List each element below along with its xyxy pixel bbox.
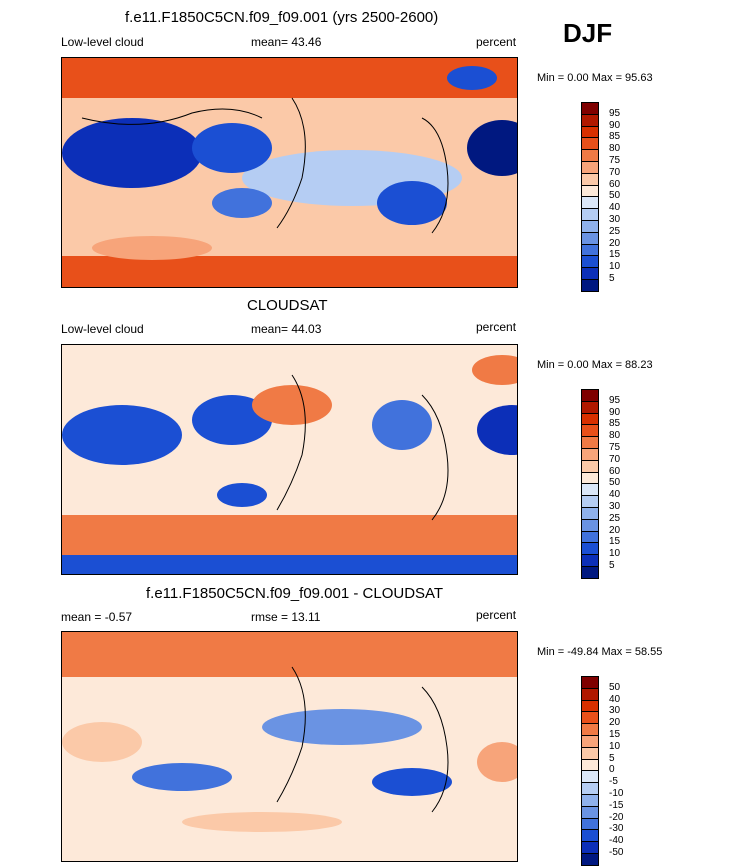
colorbar-label: 85 <box>609 131 621 143</box>
colorbar-label: 50 <box>609 190 621 202</box>
colorbar-label: 20 <box>609 717 621 729</box>
panel-2-mean-label: mean= 44.03 <box>251 322 322 336</box>
colorbar-label: 75 <box>609 155 621 166</box>
colorbar-label: 5 <box>609 273 615 284</box>
colorbar-label: 10 <box>609 740 621 752</box>
panel-3-title: f.e11.F1850C5CN.f09_f09.001 - CLOUDSAT <box>146 585 444 602</box>
colorbar-label: 50 <box>609 681 621 693</box>
panel-2-map-field <box>62 345 517 574</box>
colorbar-label: 10 <box>609 261 621 273</box>
colorbar-label: 15 <box>609 729 621 740</box>
panel-2-title: CLOUDSAT <box>247 297 328 314</box>
panel-1-title: f.e11.F1850C5CN.f09_f09.001 (yrs 2500-26… <box>125 9 439 26</box>
colorbar-swatch <box>581 279 599 292</box>
panel-3-minmax: Min = -49.84 Max = 58.55 <box>537 646 663 658</box>
colorbar-swatch <box>581 853 599 866</box>
panel-3-mean-label: mean = -0.57 <box>61 610 133 624</box>
panel-3-map <box>61 631 518 862</box>
panel-2-units-label: percent <box>476 320 517 334</box>
panel-2-variable-label: Low-level cloud <box>61 322 144 336</box>
colorbar-label: 80 <box>609 143 621 155</box>
colorbar-label: 20 <box>609 237 621 249</box>
panel-2-map <box>61 344 518 575</box>
colorbar-label: 95 <box>609 394 621 406</box>
colorbar-label: 0 <box>609 764 615 776</box>
season-label: DJF <box>563 18 613 48</box>
colorbar-label: 40 <box>609 489 621 501</box>
colorbar-label: 25 <box>609 512 621 524</box>
colorbar-label: 90 <box>609 119 621 131</box>
panel-2-minmax: Min = 0.00 Max = 88.23 <box>537 359 653 371</box>
colorbar-label: -10 <box>609 788 624 799</box>
panel-1-map <box>61 57 518 288</box>
panel-1-units-label: percent <box>476 35 517 49</box>
panel-1-map-field <box>62 58 517 287</box>
colorbar-label: 10 <box>609 548 621 560</box>
panel-1-variable-label: Low-level cloud <box>61 35 144 49</box>
colorbar-label: -20 <box>609 811 624 823</box>
panel-3-units-label: percent <box>476 608 517 622</box>
colorbar-label: 80 <box>609 430 621 442</box>
colorbar-label: 5 <box>609 560 615 571</box>
colorbar-label: 40 <box>609 693 621 705</box>
colorbar-label: -15 <box>609 799 624 811</box>
colorbar-label: 25 <box>609 225 621 237</box>
colorbar-label: 40 <box>609 202 621 214</box>
colorbar-label: -50 <box>609 847 624 858</box>
colorbar-label: 70 <box>609 453 621 465</box>
colorbar-label: 15 <box>609 536 621 548</box>
colorbar-label: 85 <box>609 418 621 430</box>
colorbar-label: 15 <box>609 249 621 261</box>
panel-3-rmse-label: rmse = 13.11 <box>251 610 321 624</box>
colorbar-label: -5 <box>609 776 618 788</box>
colorbar-swatch <box>581 566 599 579</box>
colorbar-label: 20 <box>609 524 621 536</box>
colorbar-label: 60 <box>609 178 621 190</box>
colorbar-label: 30 <box>609 705 621 717</box>
panel-1-mean-label: mean= 43.46 <box>251 35 322 49</box>
colorbar-label: 5 <box>609 752 615 764</box>
colorbar-label: 50 <box>609 477 621 489</box>
colorbar-label: 60 <box>609 465 621 477</box>
panel-1-minmax: Min = 0.00 Max = 95.63 <box>537 72 653 84</box>
colorbar-label: 30 <box>609 501 621 512</box>
colorbar-label: 70 <box>609 166 621 178</box>
colorbar-label: -40 <box>609 835 624 847</box>
colorbar-label: 90 <box>609 406 621 418</box>
colorbar-label: 75 <box>609 442 621 453</box>
colorbar-label: 30 <box>609 214 621 225</box>
colorbar-label: -30 <box>609 823 624 835</box>
colorbar-label: 95 <box>609 107 621 119</box>
panel-3-map-field <box>62 632 517 861</box>
